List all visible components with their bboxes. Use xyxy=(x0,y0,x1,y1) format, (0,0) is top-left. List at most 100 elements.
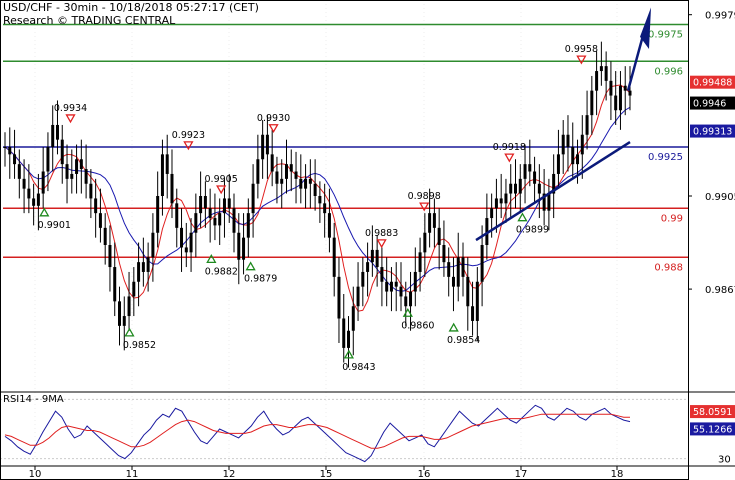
candle-body xyxy=(494,198,498,209)
candle-body xyxy=(60,139,64,165)
swing-low-marker xyxy=(124,327,135,337)
candle-body xyxy=(342,318,346,348)
price-tag-bg xyxy=(690,96,735,110)
x-tick-label: 10 xyxy=(29,469,42,480)
ma-slow-line xyxy=(4,106,631,292)
candle-body xyxy=(98,213,102,228)
candle-body xyxy=(222,198,226,214)
swing-high-marker xyxy=(268,124,279,134)
candle-body xyxy=(165,154,169,174)
candle-body xyxy=(480,245,484,282)
candle-body xyxy=(447,262,451,277)
swing-high-marker xyxy=(504,153,515,163)
swing-high-label: 0.9905 xyxy=(205,174,238,185)
swing-high-marker xyxy=(376,239,387,249)
candle-body xyxy=(518,178,522,194)
candle-body xyxy=(418,252,422,272)
swing-low-marker xyxy=(343,349,354,359)
price-tag-bg xyxy=(690,75,735,89)
candle-body xyxy=(203,196,207,209)
level-tag-bg xyxy=(690,124,735,138)
candle-body xyxy=(370,249,374,263)
candle-body xyxy=(466,276,470,307)
y-tick-label: 0.9979 xyxy=(705,11,735,22)
candle-body xyxy=(251,183,255,214)
swing-low-marker xyxy=(448,322,459,332)
candle-body xyxy=(284,164,288,179)
candle-body xyxy=(413,271,417,292)
candle-body xyxy=(566,134,570,147)
swing-low-label: 0.9901 xyxy=(38,220,71,231)
candle-body xyxy=(199,196,203,214)
candle-body xyxy=(523,164,527,179)
candle-body xyxy=(232,208,236,233)
candle-body xyxy=(504,193,508,204)
candle-body xyxy=(22,178,26,189)
candle-body xyxy=(366,262,370,272)
rsi-tag: 58.0591 xyxy=(693,407,732,418)
candle-body xyxy=(8,147,12,155)
candle-body xyxy=(337,276,341,319)
x-tick-label: 11 xyxy=(126,469,139,480)
candle-body xyxy=(614,95,618,111)
candle-body xyxy=(17,164,21,179)
price-tag: 0.9946 xyxy=(693,99,726,110)
candle-body xyxy=(375,249,379,268)
swing-high-label: 0.9923 xyxy=(172,130,205,141)
candle-body xyxy=(242,237,246,260)
candle-body xyxy=(89,183,93,199)
candle-body xyxy=(180,227,184,248)
candle-body xyxy=(561,134,565,155)
candle-body xyxy=(137,262,141,282)
candle-body xyxy=(75,159,79,174)
swing-high-label: 0.9934 xyxy=(54,103,87,114)
swing-low-marker xyxy=(245,261,256,271)
level-label: 0.988 xyxy=(654,262,683,273)
candle-body xyxy=(218,213,222,226)
candle-body xyxy=(122,316,126,326)
swing-high-marker xyxy=(216,185,227,195)
candle-body xyxy=(256,159,260,184)
candle-body xyxy=(141,262,145,272)
swing-high-label: 0.9918 xyxy=(493,142,526,153)
swing-low-marker xyxy=(402,307,413,317)
candle-body xyxy=(361,271,365,287)
swing-high-label: 0.9958 xyxy=(565,44,598,55)
candlesticks xyxy=(3,41,632,368)
candle-body xyxy=(318,196,322,204)
swing-markers: 0.9901 0.9934 0.9852 0.9923 0.9882 0.9905 0.98… xyxy=(38,44,598,373)
candle-body xyxy=(628,90,632,96)
candle-body xyxy=(41,171,45,194)
swing-low-marker xyxy=(39,207,50,217)
candle-body xyxy=(385,281,389,292)
level-label: 0.9975 xyxy=(648,30,683,41)
candle-body xyxy=(442,245,446,263)
candle-body xyxy=(432,213,436,228)
swing-low-label: 0.9879 xyxy=(244,274,277,285)
candle-body xyxy=(428,213,432,233)
rsi-tag-bg xyxy=(690,422,735,436)
swing-low-label: 0.9899 xyxy=(516,225,549,236)
chart-grid xyxy=(34,0,618,466)
candle-body xyxy=(79,159,83,170)
candle-body xyxy=(261,134,265,160)
candle-body xyxy=(299,178,303,189)
candle-body xyxy=(65,164,69,179)
candle-body xyxy=(3,147,7,148)
candle-body xyxy=(351,306,355,331)
candle-body xyxy=(246,213,250,238)
candle-body xyxy=(423,232,427,253)
candle-body xyxy=(118,301,122,326)
rsi-y-tick-label: 30 xyxy=(718,455,731,466)
candle-body xyxy=(265,134,269,155)
rsi-panel: 58.0591 55.1266 xyxy=(0,398,735,463)
rsi-ma-line xyxy=(4,413,630,449)
swing-low-label: 0.9843 xyxy=(342,362,375,373)
candle-body xyxy=(409,291,413,307)
candle-body xyxy=(542,193,546,211)
chart-source: Research © TRADING CENTRAL xyxy=(3,14,176,27)
forecast-arrow-head xyxy=(640,7,651,50)
candle-body xyxy=(175,203,179,228)
